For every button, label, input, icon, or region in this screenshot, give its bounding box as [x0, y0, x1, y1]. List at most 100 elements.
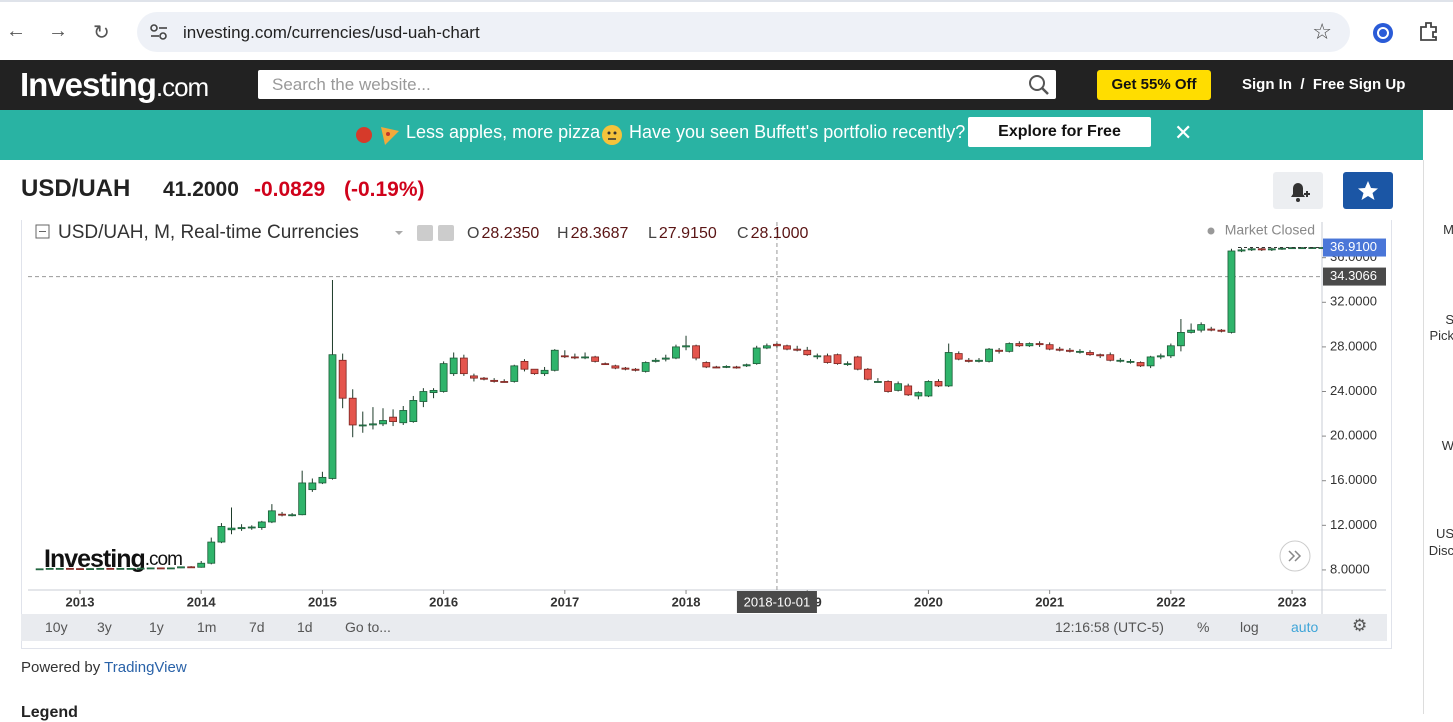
instrument-price: 41.2000 — [163, 178, 239, 201]
candle-body — [1096, 354, 1105, 357]
candle-body — [975, 359, 983, 362]
search-box[interactable]: Search the website... — [258, 70, 1056, 99]
goto-button[interactable]: Go to... — [345, 619, 391, 635]
sidebar-fragment: US — [1435, 526, 1453, 541]
clock: 12:16:58 (UTC-5) — [1055, 619, 1164, 635]
candle-body — [318, 476, 327, 484]
y-tick-label: 28.0000 — [1330, 338, 1377, 353]
candle-body — [1267, 248, 1276, 251]
scale-option[interactable]: % — [1197, 619, 1210, 635]
settings-button[interactable]: ⚙ — [1352, 616, 1368, 635]
candle-body — [217, 526, 226, 543]
banner-question: Have you seen Buffett's portfolio recent… — [629, 122, 966, 142]
extensions-icon[interactable] — [1418, 20, 1440, 42]
candle-body — [560, 355, 569, 358]
watermark-word: Investing — [44, 545, 145, 573]
sign-up-link[interactable]: Free Sign Up — [1312, 76, 1406, 93]
sidebar-fragment: S — [1445, 312, 1453, 327]
candle-body — [167, 567, 175, 570]
extension-icon[interactable] — [1372, 22, 1394, 44]
price-change-percent: (-0.19%) — [344, 178, 425, 201]
range-button[interactable]: 1d — [297, 619, 313, 635]
candle-body — [540, 369, 549, 375]
candle-body — [904, 385, 913, 396]
candle-body — [934, 381, 943, 387]
x-tick-label: 2021 — [1035, 594, 1064, 609]
ohlc-key: H — [557, 225, 569, 242]
candle-body — [1025, 343, 1034, 347]
forward-button[interactable]: → — [48, 20, 68, 42]
last-price-tag — [1323, 238, 1386, 257]
candle-body — [591, 356, 600, 362]
candle-body — [692, 345, 700, 359]
candle-body — [631, 368, 640, 371]
candle-body — [894, 383, 903, 391]
ohlc-value: 28.2350 — [481, 225, 539, 242]
ohlc-value: 28.3687 — [571, 225, 629, 242]
candle-body — [884, 381, 892, 392]
logo[interactable]: Investing.com — [20, 66, 209, 104]
candle-body — [843, 363, 852, 366]
reload-button[interactable]: ↻ — [93, 22, 110, 44]
candle-body — [389, 416, 397, 423]
candle-body — [429, 389, 438, 394]
address-bar[interactable]: investing.com/currencies/usd-uah-chart ☆ — [137, 12, 1350, 52]
candle-body — [227, 527, 236, 531]
candle-body — [914, 392, 923, 397]
promo-button[interactable]: Get 55% Off — [1097, 70, 1211, 100]
candle-body — [1207, 328, 1216, 331]
candle-body — [530, 368, 539, 375]
candle-body — [298, 482, 307, 516]
back-button[interactable]: ← — [6, 20, 26, 42]
range-button[interactable]: 1m — [197, 619, 217, 635]
candle-body — [86, 568, 94, 570]
settings-icon — [438, 225, 454, 241]
chart-toolbar: 10y 3y 1y 1m 7d 1d Go to... 12:16:58 (UTC-5)% lo… — [21, 614, 1387, 641]
candle-body — [459, 357, 468, 375]
watchlist-button[interactable] — [1343, 172, 1393, 209]
sign-in-link[interactable]: Sign In — [1242, 76, 1292, 93]
site-info-icon[interactable] — [149, 24, 169, 40]
powered-by-text: Powered by — [21, 659, 101, 676]
alert-button[interactable] — [1273, 172, 1323, 209]
candle-body — [96, 567, 105, 570]
candle-body — [470, 375, 478, 379]
candle-body — [76, 568, 84, 570]
explore-button[interactable]: Explore for Free — [968, 117, 1151, 147]
crosshair-date-label: 2018-10-01 — [744, 594, 811, 609]
separator: / — [1300, 76, 1305, 93]
candle-body — [641, 362, 650, 372]
range-button[interactable]: 7d — [249, 619, 265, 635]
candle-body — [288, 514, 297, 517]
range-button[interactable]: 10y — [45, 619, 68, 635]
crosshair-date-tag — [736, 591, 817, 613]
search-icon[interactable] — [1028, 74, 1050, 96]
range-button[interactable]: 3y — [97, 619, 112, 635]
candle-body — [672, 346, 680, 359]
candle-body — [358, 424, 367, 427]
candle-body — [873, 381, 882, 383]
range-button[interactable]: 1y — [149, 619, 164, 635]
price-change: -0.0829 — [254, 178, 326, 201]
candle-body — [449, 357, 458, 375]
ohlc-key: C — [737, 225, 749, 242]
ohlc-value: 27.9150 — [659, 225, 717, 242]
bookmark-star[interactable]: ☆ — [1312, 19, 1332, 44]
candle-body — [601, 363, 610, 366]
candle-body — [379, 420, 387, 425]
scale-option[interactable]: auto — [1291, 619, 1319, 635]
y-tick-label: 16.0000 — [1330, 472, 1377, 487]
ohlc-key: O — [467, 225, 479, 242]
x-tick-label: 2020 — [914, 594, 943, 609]
candle-body — [783, 345, 791, 350]
candle-body — [510, 365, 519, 382]
candle-body — [1156, 355, 1165, 358]
scale-option[interactable]: log — [1240, 619, 1259, 635]
browser-bar: ← → ↻ investing.com/currencies/usd-uah-c… — [0, 0, 1453, 60]
candle-body — [1126, 360, 1135, 363]
candle-body — [621, 367, 630, 370]
close-banner[interactable]: ✕ — [1174, 120, 1193, 145]
provider-link[interactable]: TradingView — [104, 659, 187, 676]
ohlc-readout: L 27.9150 — [648, 225, 717, 242]
